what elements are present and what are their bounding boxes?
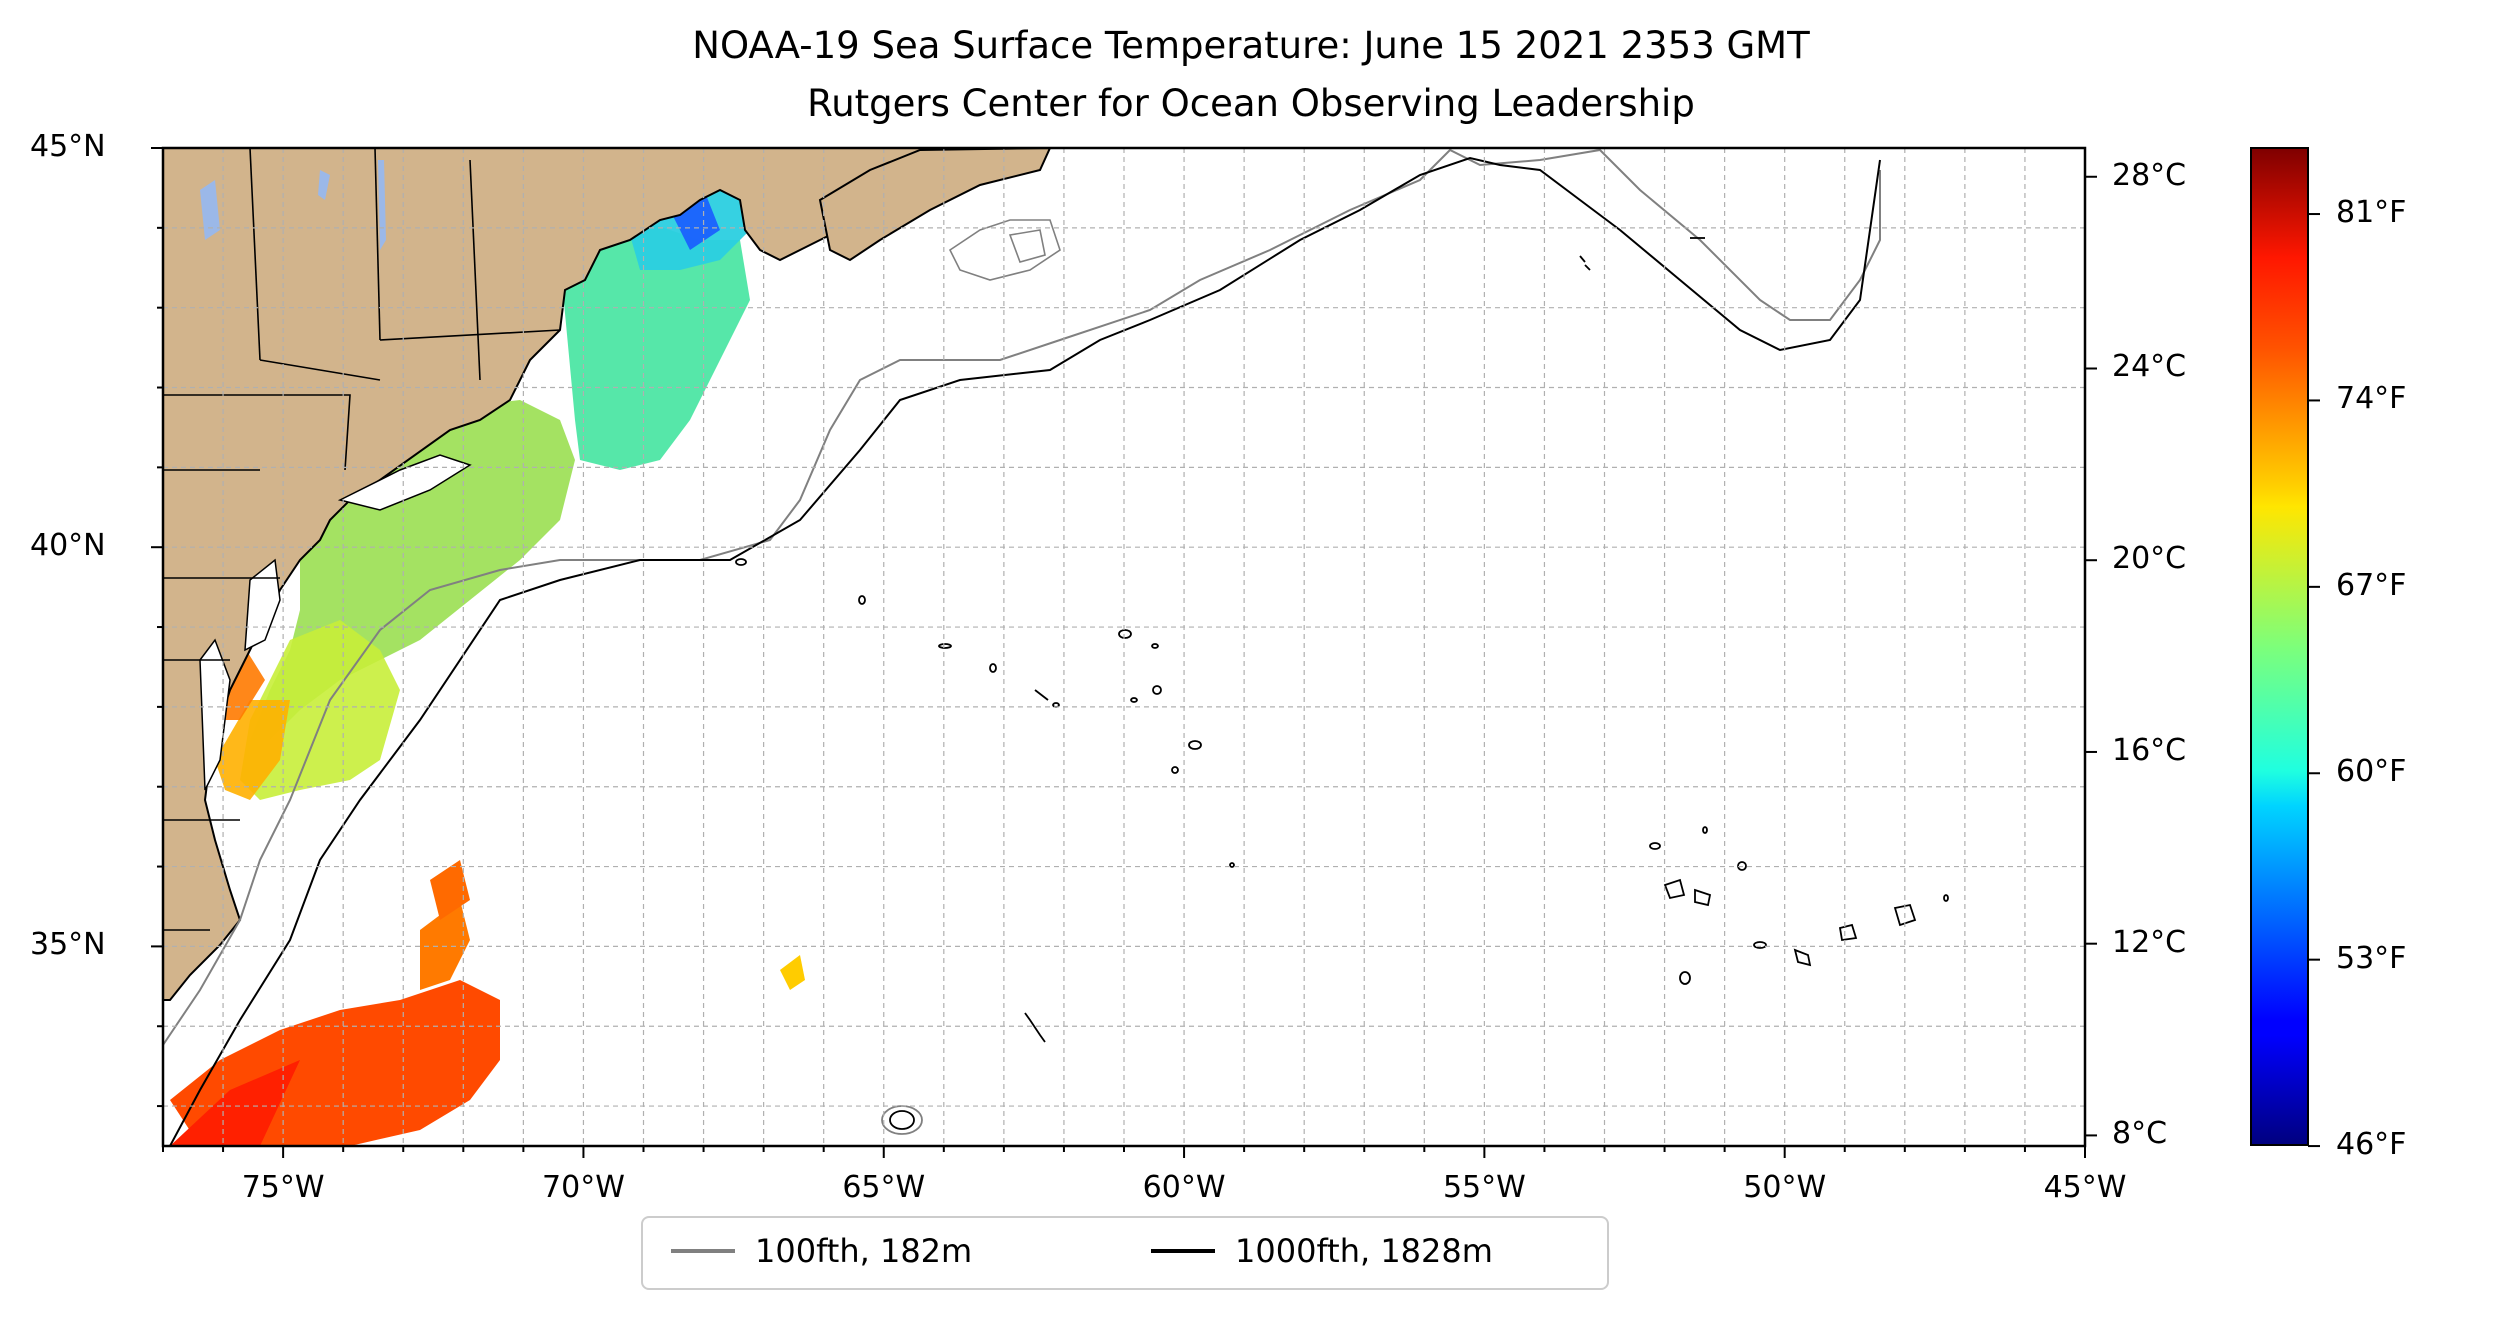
lon-label: 50°W	[1743, 1170, 1827, 1205]
legend-label-100fth: 100fth, 182m	[755, 1232, 973, 1270]
lon-label: 55°W	[1442, 1170, 1526, 1205]
colorbar	[2250, 147, 2309, 1146]
legend-label-1000fth: 1000fth, 1828m	[1235, 1232, 1493, 1270]
lat-label: 40°N	[30, 528, 106, 564]
seamounts	[735, 237, 1949, 1135]
lon-label: 65°W	[842, 1170, 926, 1205]
lat-label: 35°N	[30, 927, 106, 963]
lon-label: 70°W	[542, 1170, 625, 1205]
celsius-label: 16°C	[2112, 732, 2187, 768]
celsius-label: 8°C	[2112, 1116, 2168, 1152]
map-area	[163, 148, 2085, 1146]
legend-line-black	[1151, 1249, 1215, 1253]
lat-label: 45°N	[30, 129, 106, 164]
fahrenheit-label: 74°F	[2336, 381, 2407, 417]
legend-item-100fth: 100fth, 182m	[671, 1232, 972, 1270]
celsius-label: 24°C	[2112, 349, 2187, 385]
land-layer	[163, 148, 1052, 1001]
fahrenheit-label: 60°F	[2336, 754, 2407, 790]
legend-line-gray	[671, 1249, 735, 1253]
map-subtitle: Rutgers Center for Ocean Observing Leade…	[807, 82, 1695, 125]
legend-item-1000fth: 1000fth, 1828m	[1151, 1232, 1493, 1270]
contour-100fth	[163, 148, 1881, 1046]
fahrenheit-label: 46°F	[2336, 1127, 2407, 1163]
lon-label: 60°W	[1142, 1170, 1226, 1205]
lon-label: 45°W	[2043, 1170, 2127, 1205]
fahrenheit-label: 53°F	[2336, 940, 2407, 976]
bathymetry-contours	[163, 148, 1881, 1146]
contour-legend: 100fth, 182m 1000fth, 1828m	[641, 1216, 1609, 1290]
lon-label: 75°W	[241, 1170, 325, 1205]
colorbar-ticks	[2085, 175, 2320, 1148]
fahrenheit-label: 67°F	[2336, 567, 2407, 603]
contour-1000fth	[169, 156, 1881, 1146]
celsius-label: 12°C	[2112, 924, 2187, 960]
state-borders	[163, 148, 561, 931]
fahrenheit-label: 81°F	[2336, 195, 2407, 231]
celsius-label: 20°C	[2112, 541, 2187, 577]
celsius-label: 28°C	[2112, 157, 2187, 193]
map-title: NOAA-19 Sea Surface Temperature: June 15…	[692, 24, 1810, 67]
axis-ticks	[151, 147, 2086, 1158]
